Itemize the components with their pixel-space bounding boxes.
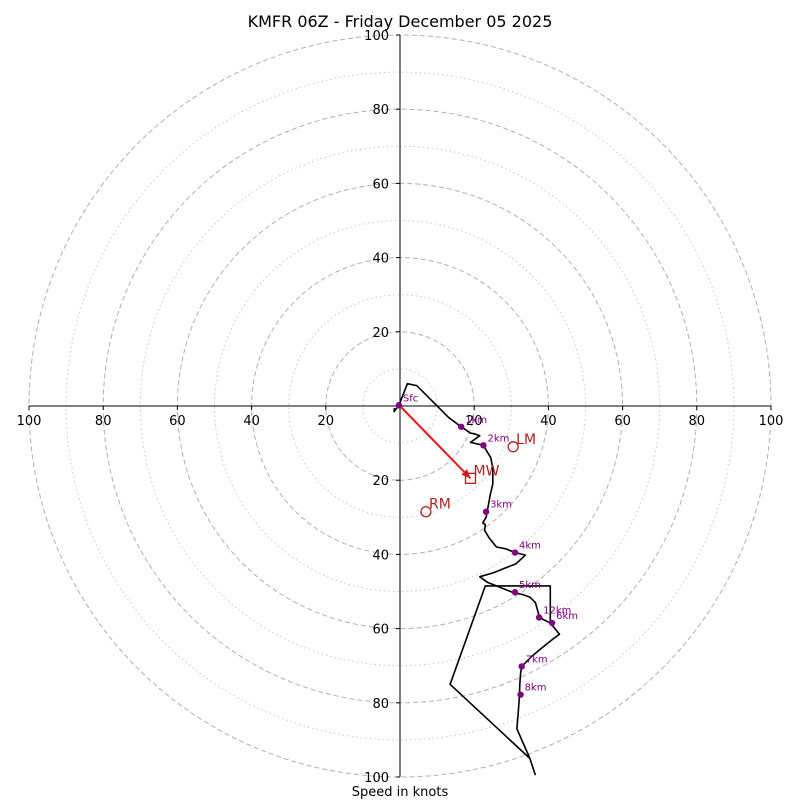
chart-title: KMFR 06Z - Friday December 05 2025: [248, 12, 553, 31]
height-marker-5km: [511, 589, 519, 596]
y-tick-label: 80: [372, 103, 389, 118]
x-tick-label: 20: [466, 414, 483, 429]
y-tick-label: 60: [372, 177, 389, 192]
height-marker-1km: [458, 423, 465, 430]
y-tick-label: 60: [372, 623, 389, 638]
storm-label-RM: RM: [429, 497, 451, 513]
y-tick-label: 20: [372, 474, 389, 489]
height-marker-7km: [518, 663, 525, 670]
y-tick-label: 40: [372, 548, 389, 563]
y-tick-label: 20: [372, 326, 389, 341]
height-marker-2km: [480, 442, 487, 449]
y-tick-label: 40: [372, 252, 389, 267]
height-marker-3km: [482, 508, 490, 515]
height-marker-12km: [535, 614, 543, 621]
x-tick-label: 60: [169, 414, 186, 429]
x-tick-label: 100: [17, 414, 42, 429]
x-tick-label: 40: [540, 414, 557, 429]
height-label-2km: 2km: [487, 433, 509, 444]
height-label-Sfc: Sfc: [403, 393, 418, 404]
storm-motion-markers: LM MW RM: [420, 432, 536, 518]
height-marker-6km: [548, 619, 556, 627]
x-tick-label: 60: [614, 414, 631, 429]
storm-marker-LM: [507, 441, 519, 453]
height-label-6km: 6km: [556, 611, 578, 622]
height-label-3km: 3km: [490, 500, 512, 511]
height-label-4km: 4km: [519, 541, 541, 552]
storm-label-MW: MW: [473, 463, 499, 479]
storm-marker-RM: [420, 506, 432, 518]
x-tick-label: 80: [689, 414, 706, 429]
storm-vector-line: [399, 405, 472, 480]
x-tick-label: 80: [95, 414, 112, 429]
storm-label-LM: LM: [516, 432, 536, 448]
tick-labels: 100 80 60 40 20 20 40 60 80 100 100 80 60 40 20 20 40 60 8…: [17, 29, 784, 786]
y-tick-label: 80: [372, 697, 389, 712]
height-label-5km: 5km: [519, 580, 541, 591]
height-label-8km: 8km: [525, 683, 547, 694]
x-tick-label: 20: [318, 414, 335, 429]
storm-vector: [399, 405, 472, 480]
x-axis-label: Speed in knots: [352, 785, 449, 800]
height-marker-8km: [517, 691, 524, 698]
storm-marker-MW: [464, 472, 477, 484]
y-tick-label: 100: [364, 771, 389, 786]
height-label-1km: 1km: [465, 415, 487, 426]
height-marker-Sfc: [395, 402, 403, 409]
height-label-7km: 7km: [526, 654, 548, 665]
height-label-12km: 12km: [543, 605, 571, 616]
x-tick-label: 100: [759, 414, 784, 429]
series-outer-loop: [449, 585, 552, 760]
x-tick-label: 40: [243, 414, 260, 429]
height-marker-4km: [511, 549, 519, 556]
y-tick-label: 100: [364, 29, 389, 44]
